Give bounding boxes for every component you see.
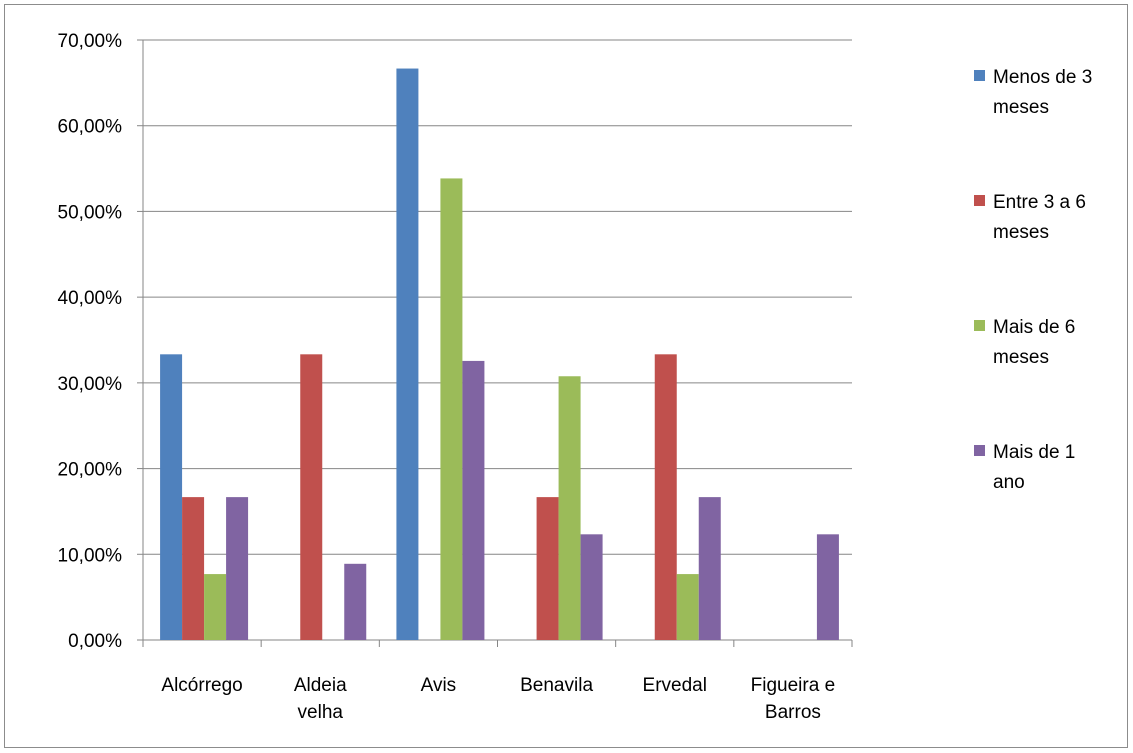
bar-1-1 <box>300 354 323 640</box>
legend-label: meses <box>993 347 1049 368</box>
legend-label: meses <box>993 222 1049 243</box>
bar-2-3 <box>558 376 581 640</box>
x-tick-label: Figueira e <box>751 675 836 696</box>
legend-label: meses <box>993 97 1049 118</box>
y-tick-label: 40,00% <box>58 288 123 309</box>
bar-2-4 <box>676 574 699 640</box>
bar-0-0 <box>160 354 183 640</box>
bar-1-3 <box>536 497 559 640</box>
bar-3-0 <box>226 497 249 640</box>
x-tick-label: Alcórrego <box>161 675 242 696</box>
legend-label: Mais de 1 <box>993 442 1075 463</box>
y-tick-label: 10,00% <box>58 545 123 566</box>
bar-2-2 <box>440 178 463 640</box>
x-tick-label: Avis <box>421 675 457 696</box>
legend-label: Mais de 6 <box>993 317 1075 338</box>
legend-label: Entre 3 a 6 <box>993 192 1086 213</box>
bar-1-4 <box>654 354 677 640</box>
y-tick-label: 70,00% <box>58 31 123 52</box>
legend-swatch-3 <box>974 445 985 456</box>
x-tick-label: Barros <box>765 702 821 723</box>
y-tick-label: 0,00% <box>68 631 122 652</box>
bar-3-2 <box>462 360 485 640</box>
bar-0-2 <box>396 68 419 641</box>
legend-swatch-1 <box>974 195 985 206</box>
legend-swatch-2 <box>974 320 985 331</box>
x-tick-label: Ervedal <box>643 675 707 696</box>
legend-label: ano <box>993 472 1025 493</box>
x-tick-label: Aldeia <box>294 675 347 696</box>
bar-3-1 <box>344 563 367 640</box>
x-tick-label: velha <box>298 702 344 723</box>
legend-label: Menos de 3 <box>993 67 1092 88</box>
bar-3-4 <box>698 497 721 640</box>
bar-2-0 <box>204 574 227 640</box>
y-tick-label: 60,00% <box>58 117 123 138</box>
bar-1-0 <box>182 497 205 640</box>
bar-3-5 <box>816 534 839 640</box>
y-tick-label: 30,00% <box>58 374 123 395</box>
legend-swatch-0 <box>974 70 985 81</box>
bar-3-3 <box>580 534 603 640</box>
y-tick-label: 20,00% <box>58 460 123 481</box>
y-tick-label: 50,00% <box>58 202 123 223</box>
x-tick-label: Benavila <box>520 675 593 696</box>
